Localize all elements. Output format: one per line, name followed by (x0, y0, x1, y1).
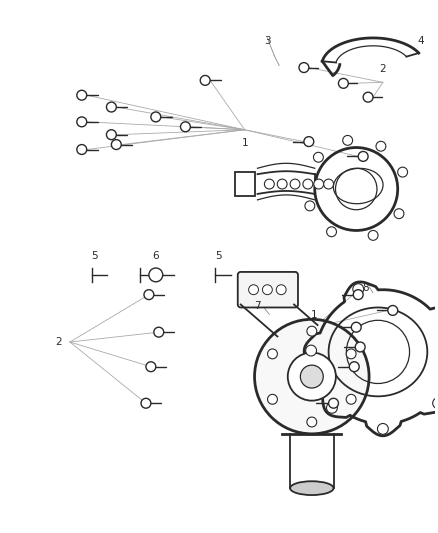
Circle shape (307, 417, 317, 427)
Circle shape (303, 179, 313, 189)
Text: 2: 2 (55, 337, 62, 347)
Circle shape (77, 90, 87, 100)
Text: 6: 6 (152, 251, 159, 261)
Circle shape (77, 144, 87, 155)
Circle shape (141, 398, 151, 408)
Text: 4: 4 (417, 36, 424, 46)
Circle shape (254, 319, 369, 434)
Circle shape (353, 284, 364, 295)
Circle shape (144, 290, 154, 300)
Circle shape (106, 102, 117, 112)
Text: 3: 3 (264, 36, 271, 46)
Circle shape (200, 76, 210, 85)
Circle shape (106, 130, 117, 140)
Circle shape (328, 398, 339, 408)
Circle shape (180, 122, 191, 132)
Bar (235, 172, 254, 196)
Circle shape (151, 112, 161, 122)
Circle shape (324, 179, 333, 189)
Ellipse shape (290, 481, 333, 495)
Circle shape (378, 424, 389, 434)
Circle shape (433, 398, 438, 409)
Circle shape (327, 227, 336, 237)
Circle shape (249, 285, 258, 295)
Circle shape (376, 141, 386, 151)
Circle shape (314, 179, 324, 189)
Text: 1: 1 (241, 138, 248, 148)
Circle shape (388, 305, 398, 316)
Circle shape (358, 151, 368, 161)
Circle shape (288, 352, 336, 401)
Text: 7: 7 (254, 301, 261, 311)
Circle shape (307, 326, 317, 336)
Circle shape (346, 394, 356, 404)
FancyBboxPatch shape (238, 272, 298, 308)
Circle shape (351, 322, 361, 332)
Circle shape (398, 167, 408, 177)
Circle shape (305, 201, 315, 211)
Circle shape (346, 349, 356, 359)
Circle shape (355, 342, 365, 352)
Circle shape (154, 327, 164, 337)
Circle shape (343, 135, 353, 146)
Circle shape (146, 362, 156, 372)
Circle shape (77, 117, 87, 127)
Circle shape (262, 285, 272, 295)
Circle shape (149, 268, 163, 282)
Text: 2: 2 (380, 64, 386, 75)
Circle shape (306, 345, 317, 356)
Circle shape (268, 394, 277, 404)
Circle shape (290, 179, 300, 189)
Text: 5: 5 (215, 251, 221, 261)
Circle shape (353, 290, 363, 300)
Circle shape (314, 152, 323, 162)
Circle shape (265, 179, 274, 189)
Circle shape (276, 285, 286, 295)
Circle shape (394, 209, 404, 219)
Circle shape (363, 92, 373, 102)
Circle shape (368, 230, 378, 240)
Circle shape (300, 365, 323, 388)
Circle shape (304, 136, 314, 147)
Circle shape (268, 349, 277, 359)
Circle shape (277, 179, 287, 189)
Circle shape (299, 62, 309, 72)
Text: 5: 5 (91, 251, 98, 261)
Circle shape (339, 78, 348, 88)
Text: 8: 8 (362, 283, 368, 293)
Text: 1: 1 (311, 310, 317, 320)
Circle shape (326, 402, 337, 413)
Circle shape (350, 362, 359, 372)
Circle shape (111, 140, 121, 149)
